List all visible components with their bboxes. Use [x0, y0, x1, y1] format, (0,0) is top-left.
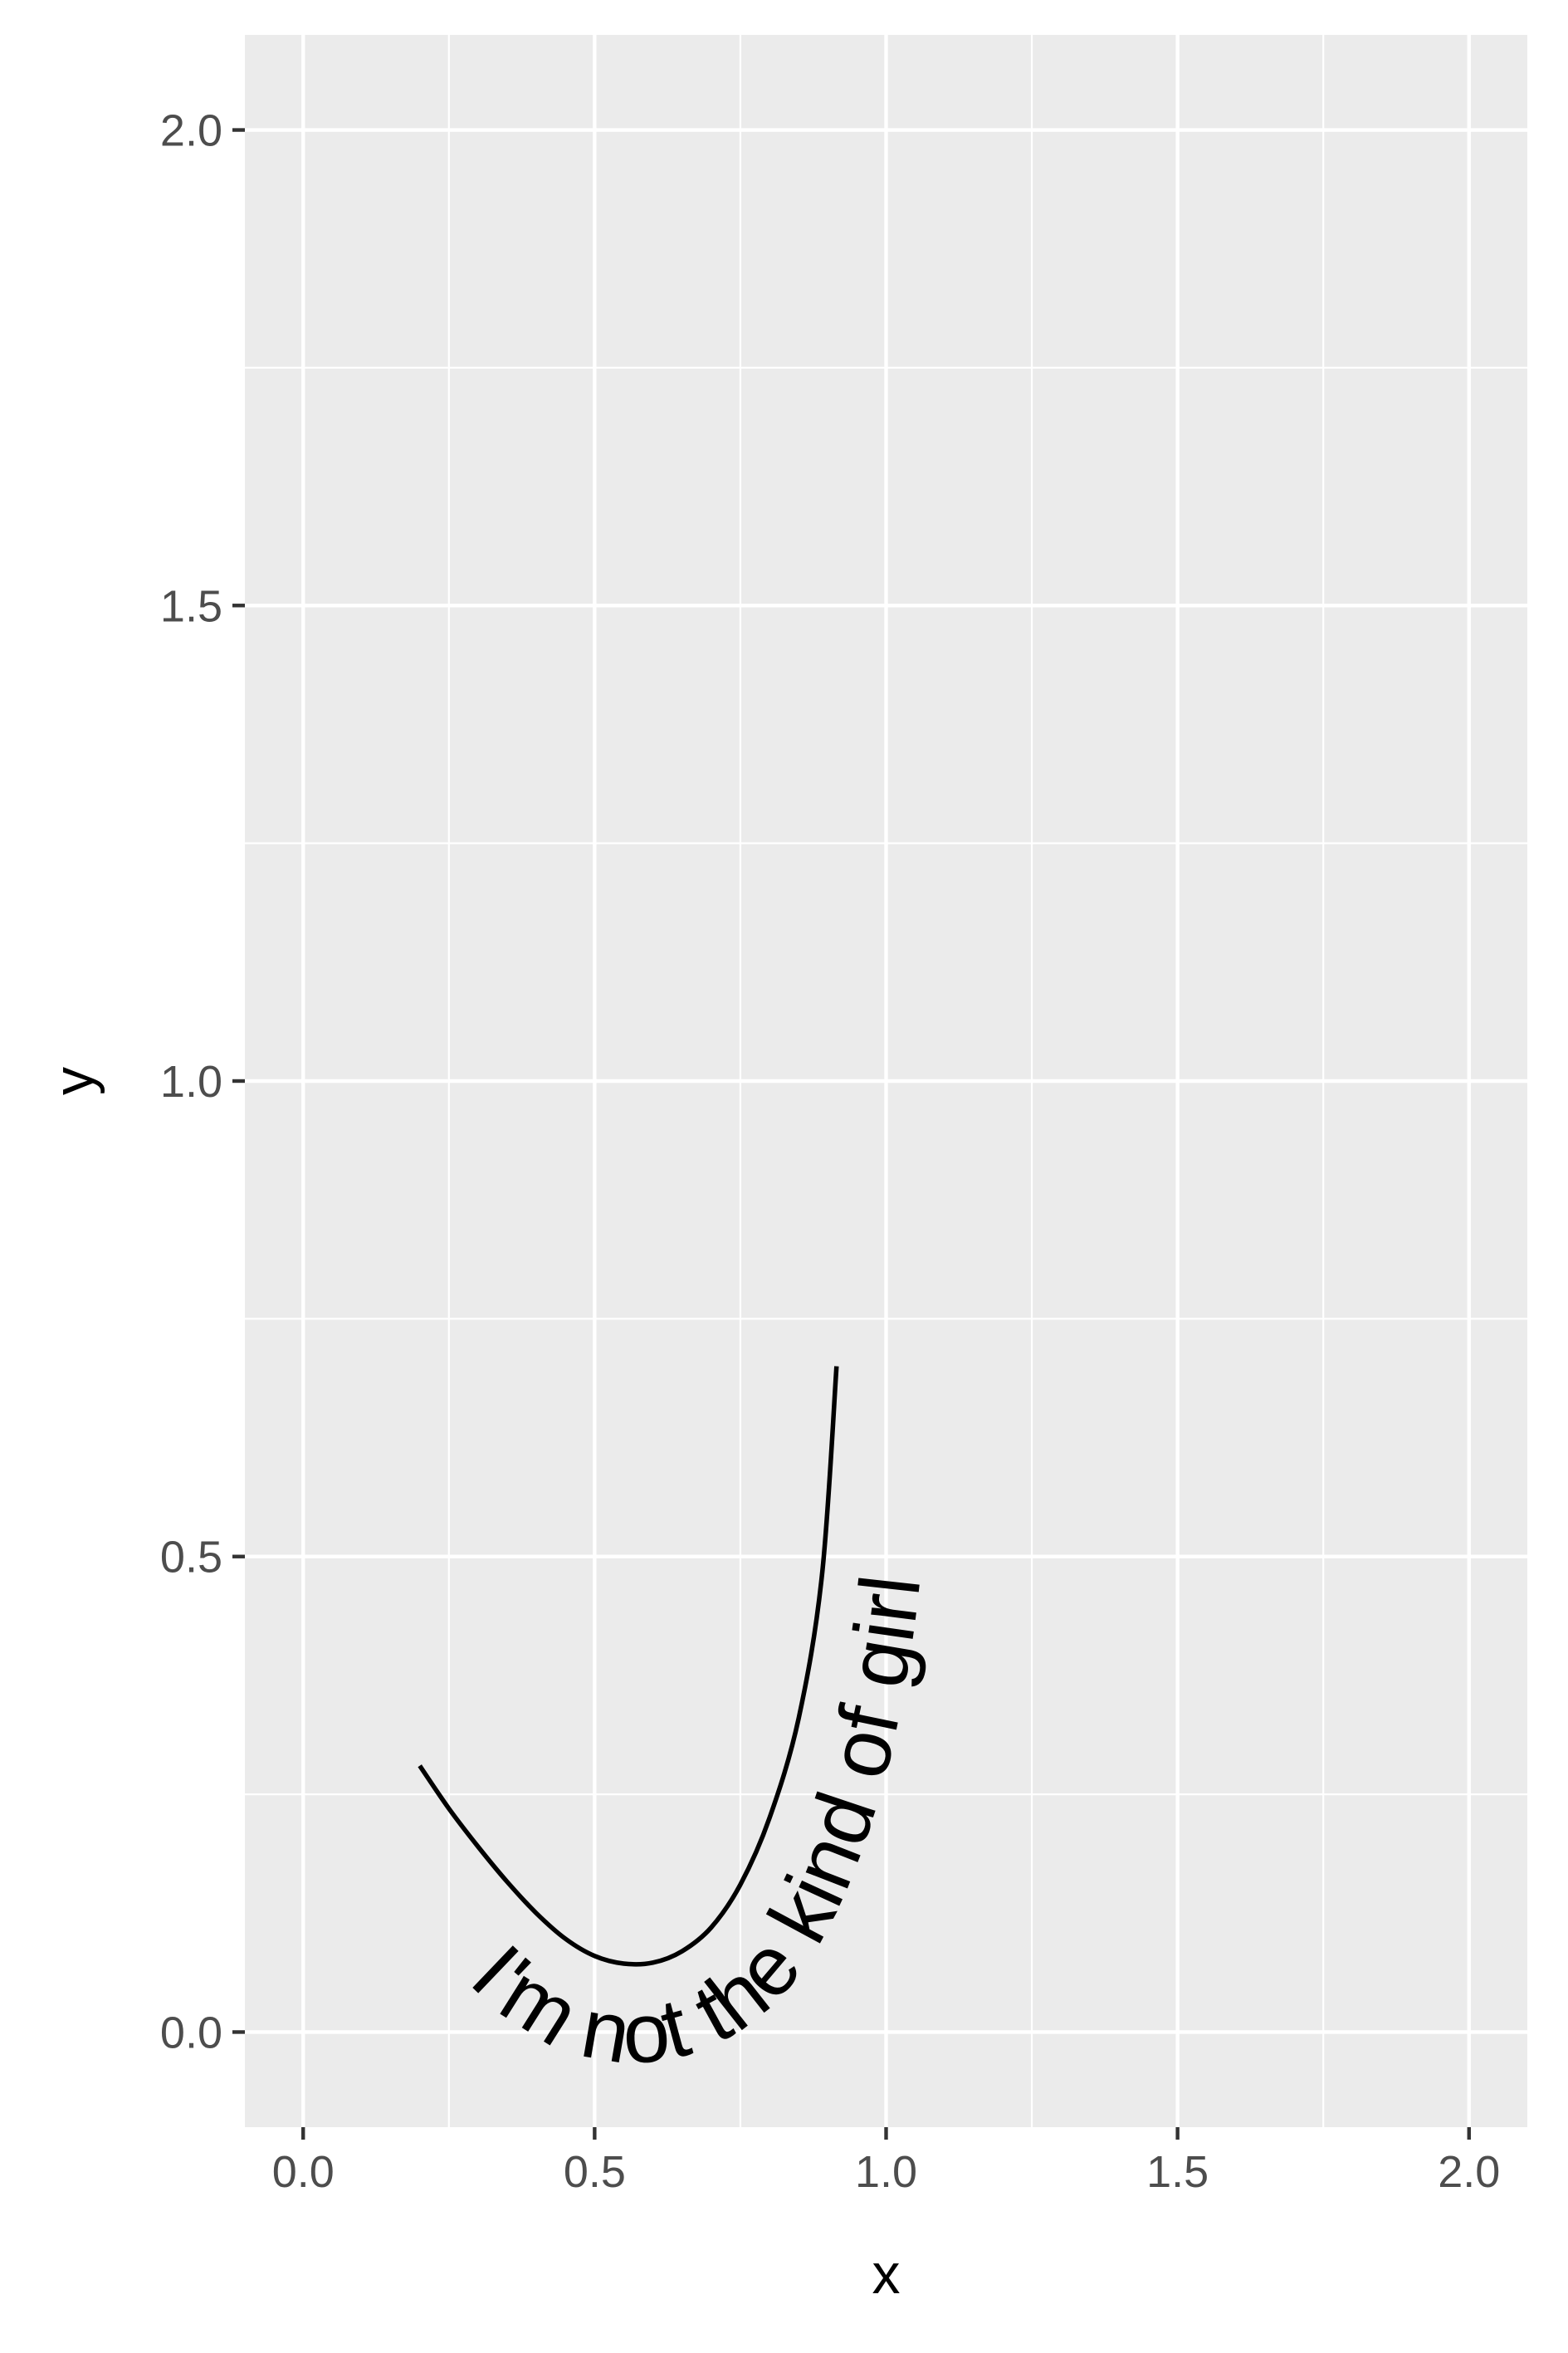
x-axis: 0.0 0.5 1.0 1.5 2.0 — [272, 2127, 1500, 2197]
y-axis-title: y — [42, 1067, 105, 1095]
series-line — [418, 1366, 839, 1967]
major-gridlines — [245, 35, 1527, 2127]
x-tick-label: 1.5 — [1146, 2147, 1209, 2197]
x-axis-title: x — [872, 2243, 901, 2306]
x-tick-label: 1.0 — [855, 2147, 917, 2197]
y-tick-label: 1.0 — [160, 1057, 222, 1107]
y-tick-label: 0.5 — [160, 1533, 222, 1583]
x-tick-label: 0.5 — [564, 2147, 626, 2197]
y-axis: 0.0 0.5 1.0 1.5 2.0 — [160, 106, 245, 2057]
x-tick-label: 2.0 — [1438, 2147, 1500, 2197]
y-tick-label: 0.0 — [160, 2008, 222, 2057]
y-tick-label: 1.5 — [160, 581, 222, 631]
x-tick-label: 0.0 — [272, 2147, 335, 2197]
y-tick-label: 2.0 — [160, 106, 222, 156]
